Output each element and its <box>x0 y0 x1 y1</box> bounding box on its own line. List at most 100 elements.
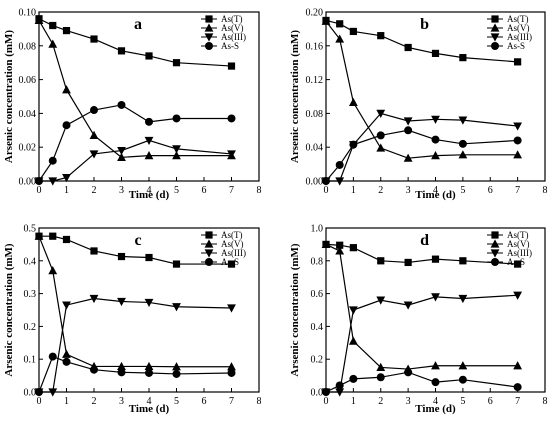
data-point-triangle-down <box>513 291 523 300</box>
legend-marker-triangle-down <box>490 249 500 258</box>
data-point-triangle-up <box>513 361 523 370</box>
data-point-triangle-down <box>458 116 468 125</box>
legend-label: As-S <box>507 257 525 267</box>
legend-label: As(V) <box>221 23 244 33</box>
y-tick-label: 0.10 <box>19 8 37 19</box>
data-point-circle <box>335 381 344 390</box>
data-point-square <box>377 257 385 265</box>
data-point-circle <box>322 388 330 396</box>
data-point-triangle-up <box>431 361 440 370</box>
series-line-triangle-down <box>326 294 518 393</box>
legend-label: As(III) <box>507 248 532 258</box>
legend-marker-triangle-up <box>204 239 214 248</box>
data-point-triangle-down <box>458 294 468 304</box>
legend-marker-circle <box>491 42 499 50</box>
data-point-triangle-down <box>48 177 58 186</box>
panel-a: 0 1 2 3 4 5 6 7 8 0.00 0.02 0.04 0.06 0.08 0.10 Time (d… <box>3 8 262 202</box>
data-point-triangle-up <box>321 16 331 25</box>
y-tick-label: 0.06 <box>19 75 37 86</box>
legend-marker-triangle-up <box>490 239 500 248</box>
panel-d: 0 1 2 3 4 5 6 7 8 0.0 0.2 0.4 0.6 0.8 1.0 Time (d) Arsen… <box>289 224 548 416</box>
data-point-triangle-up <box>431 151 440 160</box>
data-point-triangle-down <box>144 298 154 308</box>
data-point-triangle-up <box>376 362 386 371</box>
data-point-triangle-down <box>172 145 181 154</box>
x-tick-label: 0 <box>37 185 42 196</box>
x-tick-label: 0 <box>324 185 329 196</box>
data-point-circle <box>172 114 181 123</box>
x-tick-label: 6 <box>202 185 207 196</box>
data-point-square <box>227 62 236 70</box>
data-point-triangle-down <box>89 150 99 159</box>
data-point-square <box>172 59 181 67</box>
data-point-triangle-up <box>458 361 468 370</box>
x-tick-label: 6 <box>488 396 493 407</box>
data-point-circle <box>35 388 43 396</box>
data-point-triangle-up <box>458 150 468 159</box>
data-point-circle <box>117 100 126 109</box>
data-point-triangle-down <box>403 117 413 126</box>
x-axis-title: Time (d) <box>129 403 170 415</box>
data-point-triangle-up <box>48 39 58 48</box>
data-point-square <box>145 52 153 60</box>
legend-label: As(T) <box>507 230 529 240</box>
data-point-square <box>117 252 126 261</box>
data-point-square <box>514 260 522 268</box>
data-point-square <box>404 258 412 267</box>
data-point-square <box>431 255 440 263</box>
data-point-circle <box>376 131 385 140</box>
y-tick-label: 0.04 <box>306 143 324 154</box>
data-point-triangle-up <box>513 150 523 159</box>
data-point-triangle-down <box>376 296 386 305</box>
data-point-triangle-down <box>89 294 99 304</box>
data-point-square <box>145 253 153 262</box>
data-point-circle <box>227 368 236 377</box>
data-point-triangle-up <box>62 85 71 94</box>
x-tick-label: 6 <box>488 185 493 196</box>
x-tick-label: 5 <box>174 396 179 407</box>
legend-marker-triangle-up <box>204 23 214 32</box>
y-tick-label: 0.08 <box>19 41 37 52</box>
data-point-square <box>349 27 357 36</box>
panel-b: 0 1 2 3 4 5 6 7 8 0.00 0.04 0.08 0.12 0.16 0.20 Time (d… <box>289 8 548 202</box>
data-point-triangle-down <box>117 297 126 307</box>
data-point-circle <box>172 369 181 378</box>
data-point-triangle-up <box>144 151 154 160</box>
series-line-circle <box>38 104 232 182</box>
x-tick-label: 1 <box>351 185 356 196</box>
x-tick-label: 3 <box>119 396 124 407</box>
legend-label: As(V) <box>507 239 530 249</box>
x-tick-label: 0 <box>324 396 329 407</box>
legend-marker-square <box>205 15 213 23</box>
x-tick-label: 2 <box>378 396 383 407</box>
panel-letter: c <box>134 232 141 249</box>
data-point-triangle-down <box>403 301 413 310</box>
y-tick-label: 0.08 <box>306 109 324 120</box>
data-point-triangle-down <box>227 304 236 313</box>
y-tick-label: 0.0 <box>24 388 37 399</box>
data-point-circle <box>35 177 43 185</box>
y-tick-label: 0.00 <box>306 177 324 188</box>
data-point-triangle-up <box>376 143 386 152</box>
data-point-square <box>227 260 236 268</box>
data-point-circle <box>349 374 358 383</box>
data-point-triangle-up <box>62 349 71 358</box>
data-point-triangle-down <box>62 174 71 183</box>
series-line-triangle-up <box>325 243 518 370</box>
data-point-triangle-down <box>144 136 154 146</box>
x-tick-label: 1 <box>64 185 69 196</box>
y-tick-label: 1.0 <box>311 224 324 235</box>
data-point-circle <box>513 383 522 392</box>
y-axis-title: Arsenic concentration (mM) <box>3 243 15 377</box>
data-point-circle <box>431 378 440 387</box>
x-tick-label: 8 <box>543 185 548 196</box>
x-tick-label: 1 <box>64 396 69 407</box>
series-line-triangle-up <box>38 20 232 158</box>
data-point-triangle-up <box>172 362 181 371</box>
legend-marker-triangle-up <box>490 23 500 32</box>
data-point-triangle-up <box>48 266 58 275</box>
data-point-triangle-up <box>89 130 99 139</box>
x-tick-label: 1 <box>351 396 356 407</box>
legend-marker-triangle-down <box>204 249 214 258</box>
data-point-triangle-up <box>335 246 345 255</box>
